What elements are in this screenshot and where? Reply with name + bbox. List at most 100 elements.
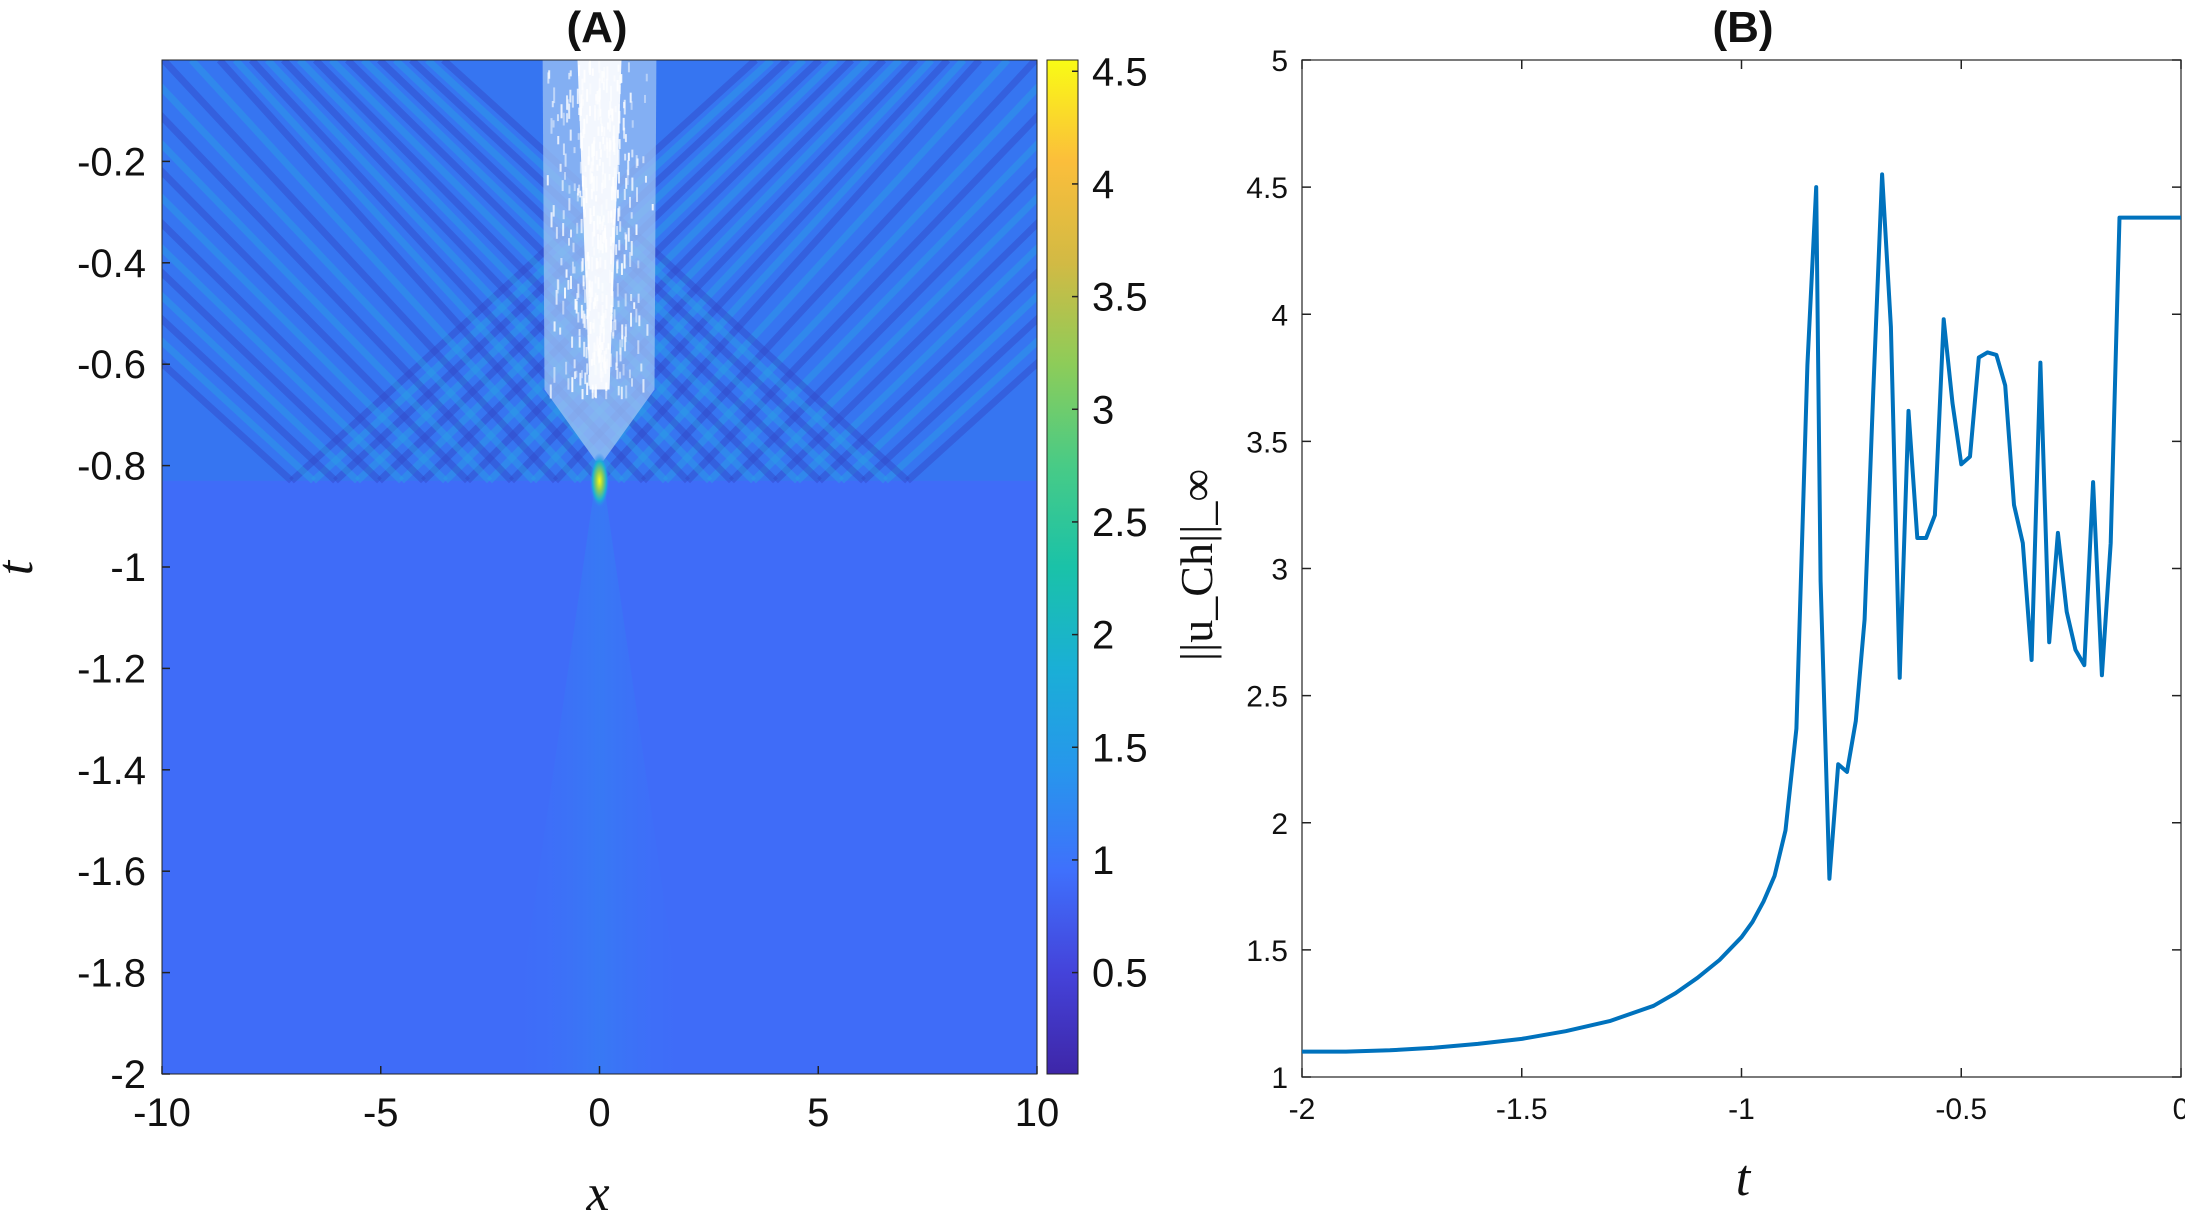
heatmap-noise-speck [578, 107, 581, 116]
heatmap-noise-speck [606, 142, 609, 158]
heatmap-noise-speck [603, 350, 606, 361]
panel-a-title: (A) [566, 3, 627, 52]
heatmap-noise-speck [579, 112, 582, 121]
panel-a-y-tick-label: -0.4 [77, 242, 146, 286]
panel-a-axes: -10 -5 0 5 10 -0.2 -0.4 -0.6 -0.8 -1 -1.2 -1.4 -1.6 -… [77, 59, 1060, 1135]
heatmap-noise-speck [584, 177, 587, 192]
heatmap-noise-speck [578, 329, 581, 336]
heatmap-noise-speck [546, 175, 549, 186]
heatmap-noise-speck [582, 275, 585, 287]
panel-a-x-tick-label: 10 [1015, 1091, 1060, 1135]
heatmap-noise-speck [564, 172, 567, 180]
panel-b-x-tick-label: -0.5 [1935, 1093, 1987, 1126]
heatmap-noise-speck [594, 364, 597, 376]
heatmap-noise-speck [635, 224, 638, 235]
heatmap-wave-band-left [162, 82, 537, 484]
heatmap-noise-speck [599, 324, 602, 336]
heatmap-wave-band-right [839, 291, 1037, 484]
heatmap-noise-speck [602, 328, 605, 343]
heatmap-noise-speck [623, 254, 626, 269]
heatmap-noise-speck [625, 177, 628, 189]
heatmap-wave-band-right [289, 60, 758, 484]
heatmap-noise-speck [642, 379, 645, 393]
heatmap-noise-speck [593, 229, 596, 236]
heatmap-wave-band-left [162, 291, 360, 484]
heatmap-noise-speck [631, 149, 634, 158]
heatmap-wave-band-right [640, 60, 1037, 484]
panel-a-y-axis-label: t [0, 559, 44, 575]
panel-a-y-tick-label: -1.2 [77, 647, 146, 691]
panel-a-y-tick-label: -1.8 [77, 952, 146, 996]
heatmap-noise-speck [600, 315, 603, 325]
heatmap-noise-speck [608, 269, 611, 283]
heatmap-noise-speck [601, 282, 604, 292]
heatmap-noise-speck [629, 92, 632, 103]
heatmap-noise-speck [612, 332, 615, 339]
panel-a-y-tick-label: -0.6 [77, 343, 146, 387]
heatmap-noise-speck [569, 89, 572, 103]
heatmap-noise-speck [608, 117, 611, 132]
panel-a-y-tick-label: -2 [110, 1053, 146, 1097]
heatmap-wave-band-left [162, 193, 448, 484]
heatmap-noise-speck [630, 101, 633, 110]
heatmap-noise-speck [589, 168, 592, 184]
heatmap-noise-speck [591, 384, 594, 393]
heatmap-noise-speck [630, 294, 633, 302]
heatmap-noise-speck [651, 203, 654, 211]
heatmap-noise-speck [610, 186, 613, 201]
heatmap-noise-speck [577, 312, 580, 323]
heatmap-noise-speck [612, 227, 615, 243]
heatmap-wave-band-right [684, 111, 1037, 484]
heatmap-noise-speck [637, 340, 640, 354]
colorbar-tick-label: 2 [1092, 614, 1114, 658]
heatmap-noise-speck [602, 136, 605, 145]
heatmap-noise-speck [610, 305, 613, 313]
heatmap-noise-speck [555, 226, 558, 239]
heatmap-noise-speck [592, 176, 595, 192]
heatmap-noise-speck [568, 103, 571, 119]
heatmap-noise-speck [583, 341, 586, 357]
heatmap-wave-band-left [313, 60, 734, 484]
heatmap-noise-speck [636, 187, 639, 202]
heatmap-noise-speck [585, 114, 588, 124]
panel-a-x-tick-label: 0 [588, 1091, 610, 1135]
heatmap-noise-speck [581, 175, 584, 187]
panel-b-y-tick-label: 2 [1271, 808, 1288, 841]
heatmap-noise-speck [590, 173, 593, 183]
heatmap-noise-speck [565, 361, 568, 375]
heatmap-noise-speck [594, 297, 597, 307]
heatmap-noise-speck [607, 110, 610, 119]
heatmap-noise-speck [595, 299, 598, 309]
heatmap-noise-speck [617, 104, 620, 120]
heatmap-noise-speck [568, 238, 571, 246]
heatmap-noise-speck [614, 186, 617, 202]
heatmap-noise-speck [624, 134, 627, 143]
heatmap-wave-band-right [443, 60, 870, 484]
heatmap-noise-speck [619, 339, 622, 355]
heatmap-noise-speck [592, 352, 595, 362]
heatmap-noise-speck [635, 155, 638, 169]
heatmap-noise-speck [556, 114, 559, 122]
heatmap-noise-speck [587, 374, 590, 386]
heatmap-wave-band-right [618, 60, 1011, 484]
heatmap-noise-speck [565, 95, 568, 110]
heatmap-noise-speck [597, 126, 600, 136]
heatmap-noise-speck [569, 275, 572, 289]
heatmap-noise-speck [586, 89, 589, 102]
heatmap-noise-speck [596, 90, 599, 105]
heatmap-wave-band-left [162, 166, 470, 484]
heatmap-noise-speck [568, 198, 571, 211]
heatmap-wave-band-right [751, 193, 1037, 484]
heatmap-noise-speck [616, 189, 619, 199]
heatmap-noise-speck [571, 377, 574, 393]
heatmap-noise-speck [644, 175, 647, 183]
heatmap-noise-speck [625, 234, 628, 250]
heatmap-noise-speck [591, 257, 594, 272]
panel-b-x-tick-label: -2 [1289, 1093, 1316, 1126]
heatmap-noise-speck [555, 289, 558, 305]
heatmap-wave-band-left [188, 60, 581, 484]
heatmap-noise-speck [601, 219, 604, 227]
heatmap-noise-speck [597, 234, 600, 250]
heatmap-noise-speck [595, 195, 598, 202]
heatmap-noise-speck [587, 343, 590, 351]
